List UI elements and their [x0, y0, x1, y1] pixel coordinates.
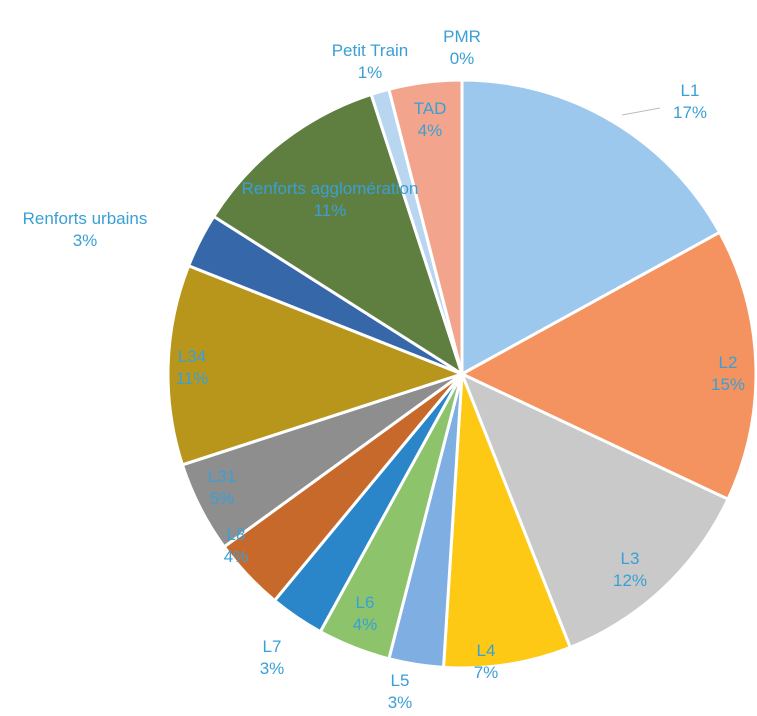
slice-name: L34: [178, 347, 206, 366]
slice-label: L31 5%: [208, 467, 236, 508]
slice-name: L3: [621, 549, 640, 568]
pie-slice: [460, 78, 722, 377]
slice-value: 1%: [358, 63, 383, 82]
slice-value: 5%: [210, 489, 235, 508]
slice-name: TAD: [414, 99, 447, 118]
slice-label: L5 3%: [388, 671, 413, 712]
slice-label: L6 4%: [353, 593, 378, 634]
slice-name: Petit Train: [332, 41, 409, 60]
slice-label: Renforts agglomération 11%: [242, 179, 419, 220]
slice-name: L2: [719, 353, 738, 372]
slice-name: L5: [391, 671, 410, 690]
pie-slice: [166, 263, 467, 467]
slice-label: Renforts urbains 3%: [23, 209, 148, 250]
slice-name: L31: [208, 467, 236, 486]
pie-slice: [441, 373, 573, 670]
slice-value: 0%: [450, 49, 475, 68]
slice-value: 11%: [314, 201, 347, 220]
slice-value: 3%: [73, 231, 98, 250]
slice-value: 11%: [176, 369, 209, 388]
slice-value: 4%: [418, 121, 443, 140]
slice-value: 15%: [711, 375, 745, 394]
slice-name: L6: [356, 593, 375, 612]
slice-value: 12%: [613, 571, 647, 590]
pie-slice: [211, 92, 465, 378]
slice-name: L7: [263, 637, 282, 656]
slice-name: L1: [681, 81, 700, 100]
pie-slice: [459, 371, 731, 650]
slice-label: TAD 4%: [414, 99, 447, 140]
slice-name: L4: [477, 641, 496, 660]
slice-name: Renforts agglomération: [242, 179, 419, 198]
slice-name: Renforts urbains: [23, 209, 148, 228]
slice-label: L7 3%: [260, 637, 285, 678]
slice-value: 7%: [474, 663, 499, 682]
slice-value: 17%: [673, 103, 707, 122]
slice-value: 3%: [388, 693, 413, 712]
slice-value: 4%: [224, 547, 249, 566]
slice-name: L8: [227, 525, 246, 544]
slice-label: L2 15%: [711, 353, 745, 394]
slice-label: Petit Train 1%: [332, 41, 409, 82]
slice-name: PMR: [443, 27, 481, 46]
slice-label: L1 17%: [673, 81, 707, 122]
slice-label: PMR 0%: [443, 27, 481, 68]
slice-label: L3 12%: [613, 549, 647, 590]
pie-slice: [387, 78, 464, 375]
slice-value: 3%: [260, 659, 285, 678]
slice-label: L34 11%: [176, 347, 209, 388]
slice-value: 4%: [353, 615, 378, 634]
slice-label: L8 4%: [224, 525, 249, 566]
slice-label: L4 7%: [474, 641, 499, 682]
leader-line: [621, 107, 661, 116]
pie-slice: [458, 230, 757, 502]
